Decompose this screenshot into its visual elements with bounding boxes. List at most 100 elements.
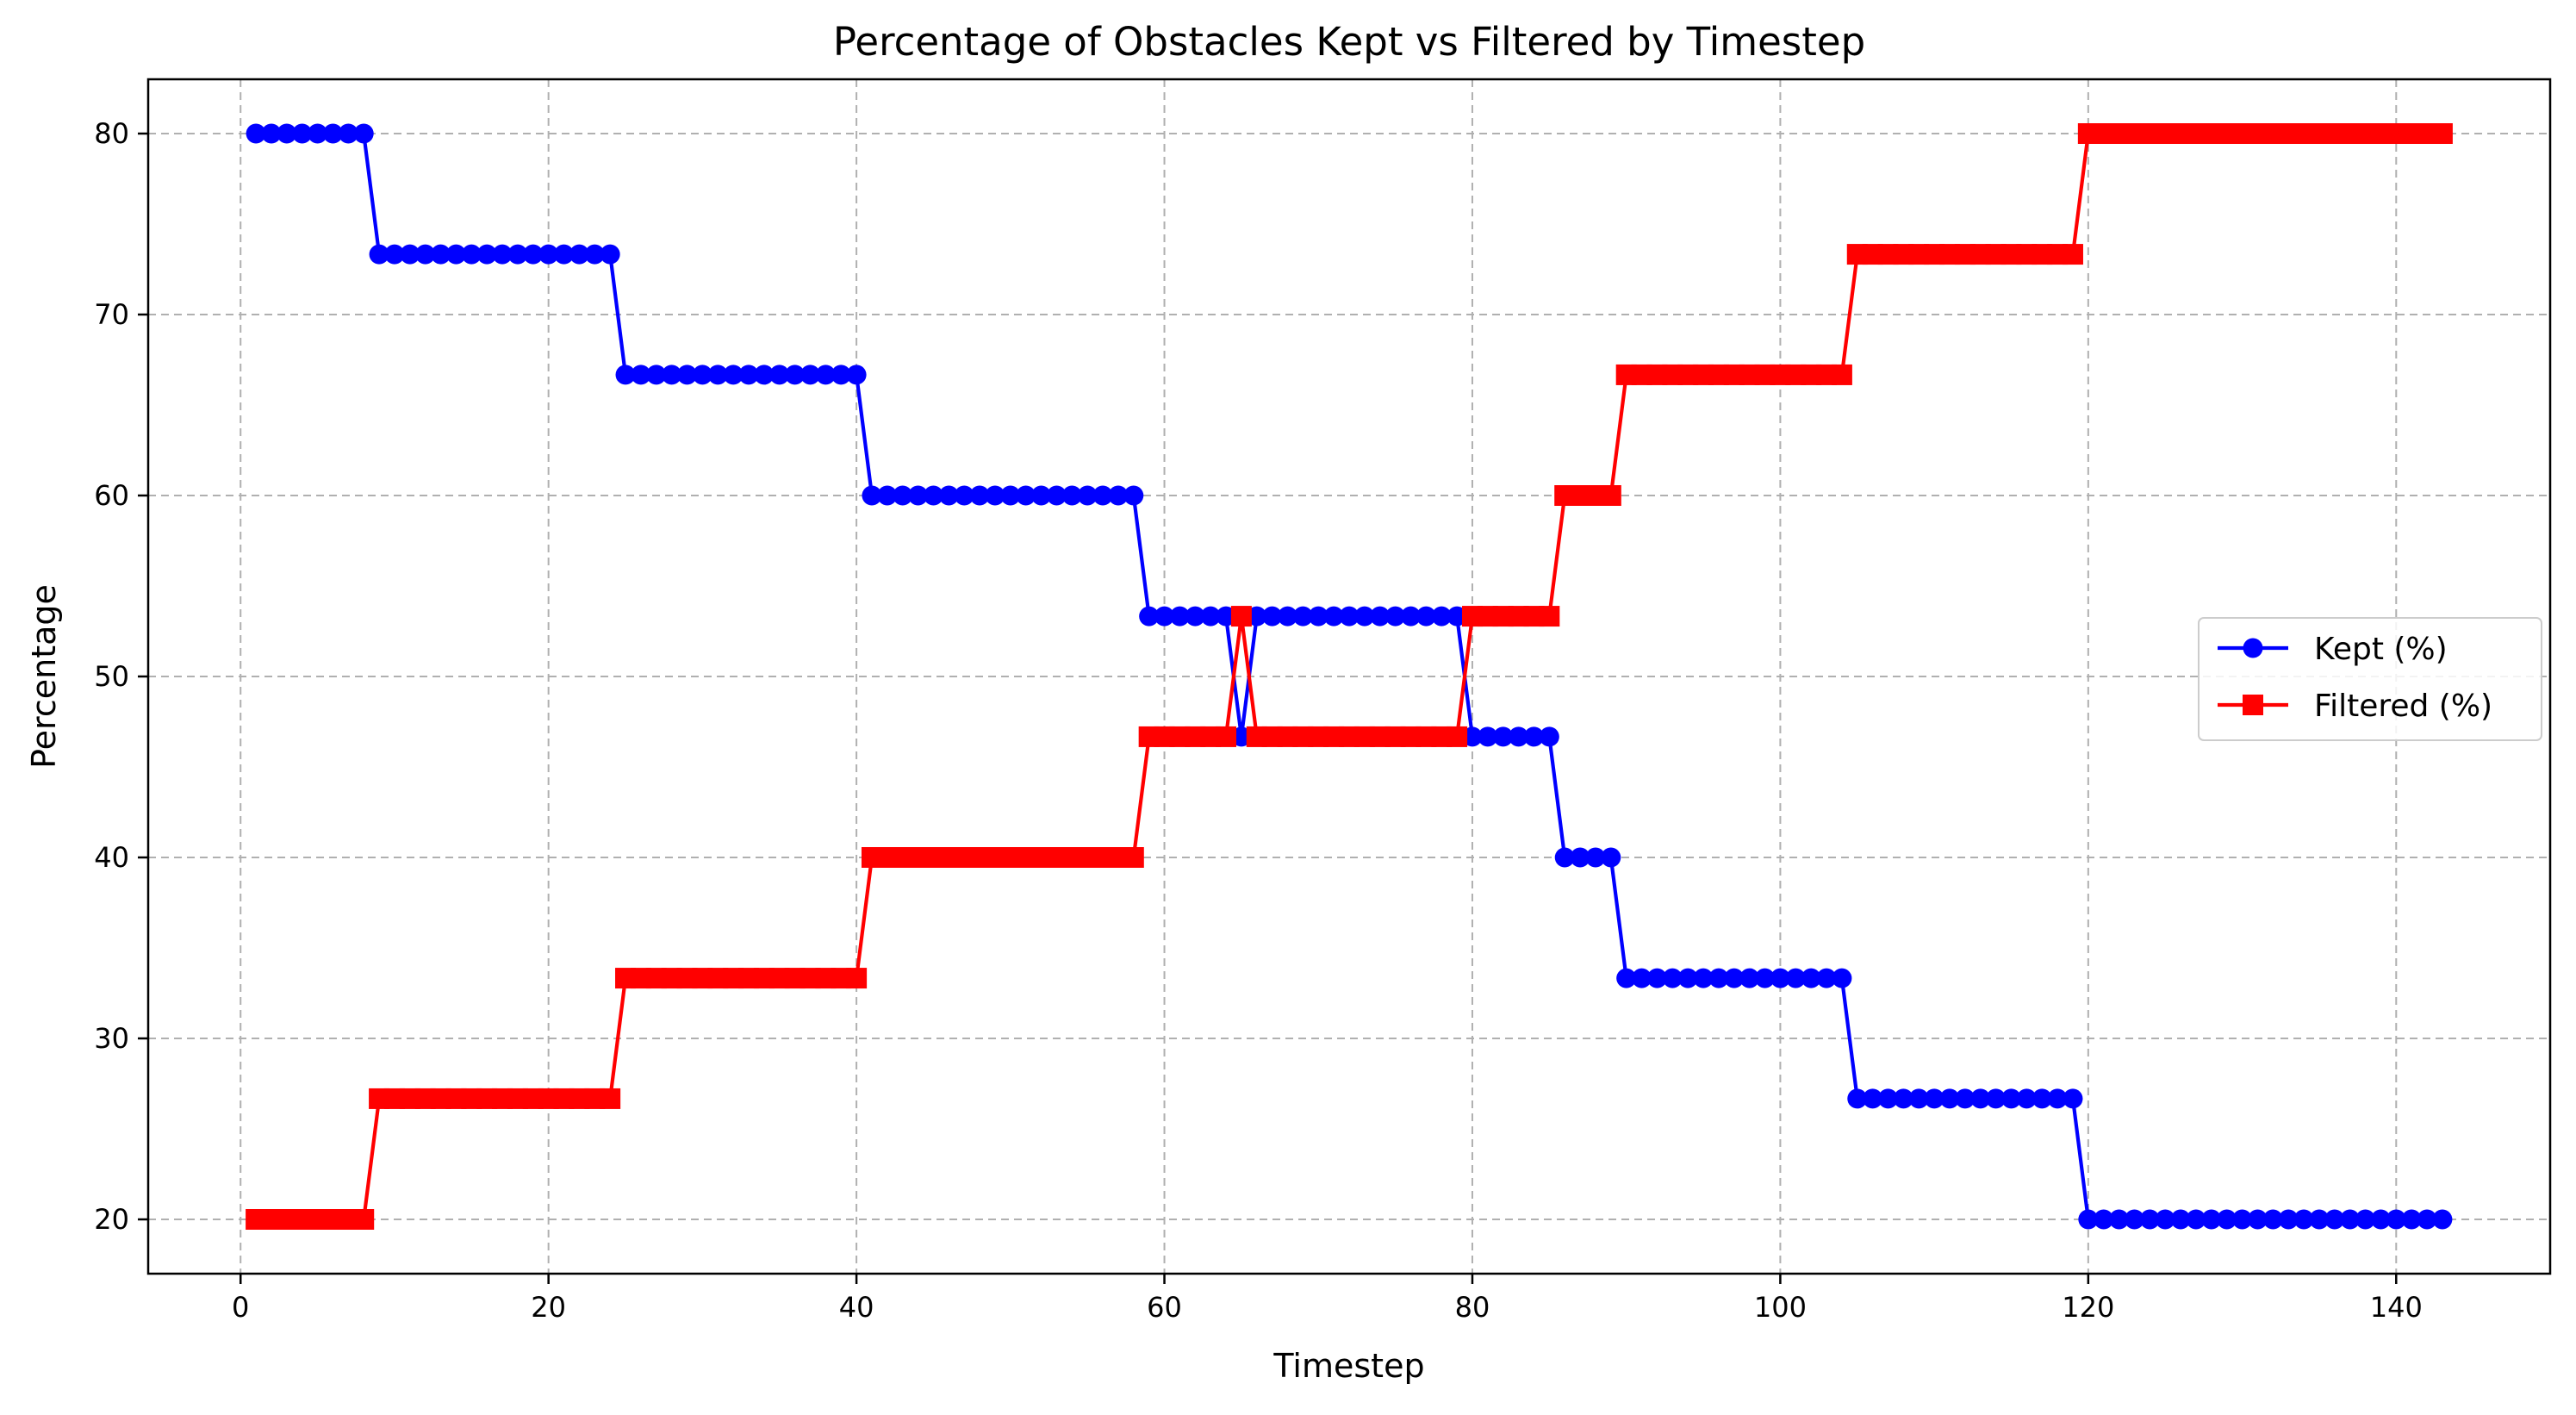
data-point <box>1755 968 1776 988</box>
data-point <box>1646 968 1667 988</box>
data-point <box>1016 485 1036 506</box>
data-point <box>1970 1088 1991 1109</box>
data-point <box>1539 726 1559 747</box>
data-point <box>600 1088 621 1109</box>
data-point <box>308 123 328 144</box>
data-point <box>369 244 389 265</box>
data-point <box>2262 1209 2283 1230</box>
data-point <box>2401 1209 2422 1230</box>
data-point <box>2078 1209 2099 1230</box>
legend-label: Kept (%) <box>2314 632 2448 667</box>
data-point <box>261 123 282 144</box>
data-point <box>2247 1209 2268 1230</box>
data-point <box>1370 606 1391 626</box>
data-point <box>692 365 712 385</box>
data-point <box>1939 1088 1960 1109</box>
data-point <box>1462 726 1483 747</box>
data-point <box>1801 968 1821 988</box>
tick-layer: 0 20 40 60 80 100 120 140 20 30 40 50 60 70 80 <box>94 117 2423 1324</box>
data-point <box>2094 1209 2114 1230</box>
data-point <box>969 485 990 506</box>
x-axis-label: Timestep <box>1272 1347 1424 1385</box>
x-tick-label: 80 <box>1455 1291 1490 1324</box>
data-point <box>445 244 466 265</box>
data-point <box>2340 1209 2361 1230</box>
data-point <box>461 244 482 265</box>
data-point <box>1847 1088 1868 1109</box>
data-point <box>1262 606 1283 626</box>
data-point <box>1200 606 1221 626</box>
data-point <box>2062 244 2083 265</box>
y-tick-label: 70 <box>94 298 129 331</box>
data-point <box>1924 1088 1944 1109</box>
data-point <box>1339 606 1360 626</box>
data-point <box>800 365 820 385</box>
y-tick-label: 30 <box>94 1022 129 1055</box>
data-point <box>1323 606 1344 626</box>
data-point <box>2355 1209 2376 1230</box>
data-point <box>523 244 544 265</box>
data-point <box>1493 726 1514 747</box>
data-point <box>723 365 744 385</box>
data-point <box>1585 847 1606 868</box>
data-point <box>2016 1088 2037 1109</box>
data-point <box>1400 606 1421 626</box>
data-point <box>1123 847 1144 868</box>
data-point <box>1600 485 1621 506</box>
data-point <box>2000 1088 2021 1109</box>
data-point <box>1216 726 1237 747</box>
data-point <box>707 365 728 385</box>
series-layer <box>246 123 2453 1230</box>
data-point <box>1616 968 1637 988</box>
data-point <box>1893 1088 1913 1109</box>
data-point <box>846 365 867 385</box>
data-point <box>1770 968 1790 988</box>
data-point <box>677 365 698 385</box>
data-point <box>2217 1209 2237 1230</box>
data-point <box>1539 606 1560 627</box>
data-point <box>338 123 358 144</box>
data-point <box>1031 485 1052 506</box>
data-point <box>2431 123 2453 144</box>
data-point <box>831 365 851 385</box>
data-point <box>1154 606 1175 626</box>
data-point <box>1908 1088 1929 1109</box>
x-tick-label: 120 <box>2062 1291 2114 1324</box>
data-point <box>1308 606 1328 626</box>
data-point <box>1878 1088 1899 1109</box>
y-tick-label: 60 <box>94 479 129 512</box>
data-point <box>1509 726 1529 747</box>
data-point <box>2278 1209 2299 1230</box>
data-point <box>631 365 651 385</box>
data-point <box>1739 968 1760 988</box>
data-point <box>538 244 559 265</box>
data-point <box>1832 968 1852 988</box>
data-point <box>1601 847 1621 868</box>
data-point <box>893 485 913 506</box>
data-point <box>2155 1209 2175 1230</box>
data-point <box>1292 606 1313 626</box>
data-point <box>738 365 759 385</box>
x-tick-label: 20 <box>531 1291 566 1324</box>
data-point <box>1061 485 1082 506</box>
data-point <box>815 365 836 385</box>
data-point <box>1247 606 1267 626</box>
data-point <box>1447 726 1468 747</box>
data-point <box>1708 968 1729 988</box>
data-point <box>1046 485 1067 506</box>
data-point <box>877 485 898 506</box>
data-point <box>615 365 636 385</box>
data-point <box>785 365 806 385</box>
data-point <box>507 244 528 265</box>
data-point <box>2293 1209 2314 1230</box>
data-point <box>2324 1209 2345 1230</box>
y-tick-label: 50 <box>94 660 129 693</box>
data-point <box>1523 726 1544 747</box>
data-point <box>353 123 374 144</box>
data-point <box>908 485 929 506</box>
data-point <box>292 123 313 144</box>
data-point <box>2232 1209 2253 1230</box>
data-point <box>938 485 959 506</box>
